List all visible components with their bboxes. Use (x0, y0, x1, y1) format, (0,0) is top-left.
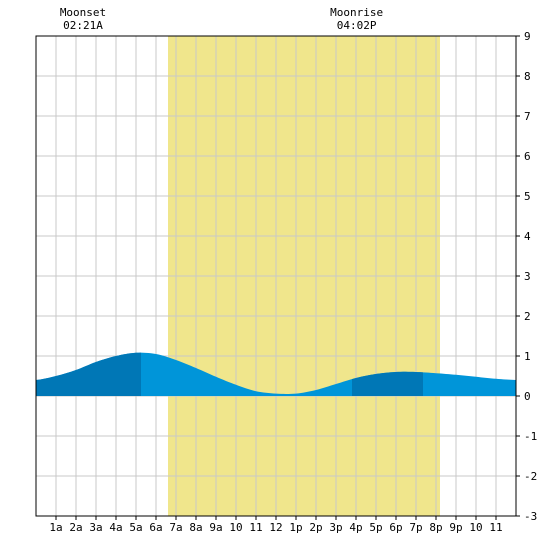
x-tick-label: 10 (469, 521, 482, 534)
y-tick-label: 4 (524, 230, 531, 243)
x-tick-label: 8a (189, 521, 202, 534)
x-tick-label: 7p (409, 521, 422, 534)
x-tick-label: 4a (109, 521, 122, 534)
tide-area-dark-band (352, 371, 423, 396)
moonrise-time: 04:02P (337, 19, 377, 32)
y-tick-label: 9 (524, 30, 531, 43)
x-tick-label: 11 (489, 521, 502, 534)
x-tick-label: 5p (369, 521, 382, 534)
y-tick-label: 6 (524, 150, 531, 163)
x-tick-label: 1a (49, 521, 62, 534)
x-tick-label: 9a (209, 521, 222, 534)
y-tick-label: 5 (524, 190, 531, 203)
y-tick-label: 0 (524, 390, 531, 403)
x-tick-label: 3a (89, 521, 102, 534)
x-tick-label: 2a (69, 521, 82, 534)
moonrise-label: Moonrise (330, 6, 383, 19)
x-tick-label: 2p (309, 521, 322, 534)
x-tick-label: 7a (169, 521, 182, 534)
y-tick-label: 1 (524, 350, 531, 363)
x-tick-label: 3p (329, 521, 342, 534)
moonset-time: 02:21A (63, 19, 103, 32)
x-tick-label: 10 (229, 521, 242, 534)
x-tick-label: 9p (449, 521, 462, 534)
y-tick-label: -1 (524, 430, 537, 443)
x-tick-label: 6p (389, 521, 402, 534)
x-tick-label: 11 (249, 521, 262, 534)
x-tick-label: 8p (429, 521, 442, 534)
moonset-label: Moonset (60, 6, 106, 19)
x-tick-label: 1p (289, 521, 302, 534)
y-tick-label: 2 (524, 310, 531, 323)
y-tick-label: -3 (524, 510, 537, 523)
y-tick-label: 8 (524, 70, 531, 83)
x-tick-label: 4p (349, 521, 362, 534)
x-tick-label: 5a (129, 521, 142, 534)
x-tick-label: 6a (149, 521, 162, 534)
tide-area-dark-band (36, 352, 141, 396)
y-tick-label: -2 (524, 470, 537, 483)
y-tick-label: 3 (524, 270, 531, 283)
x-tick-label: 12 (269, 521, 282, 534)
y-tick-label: 7 (524, 110, 531, 123)
